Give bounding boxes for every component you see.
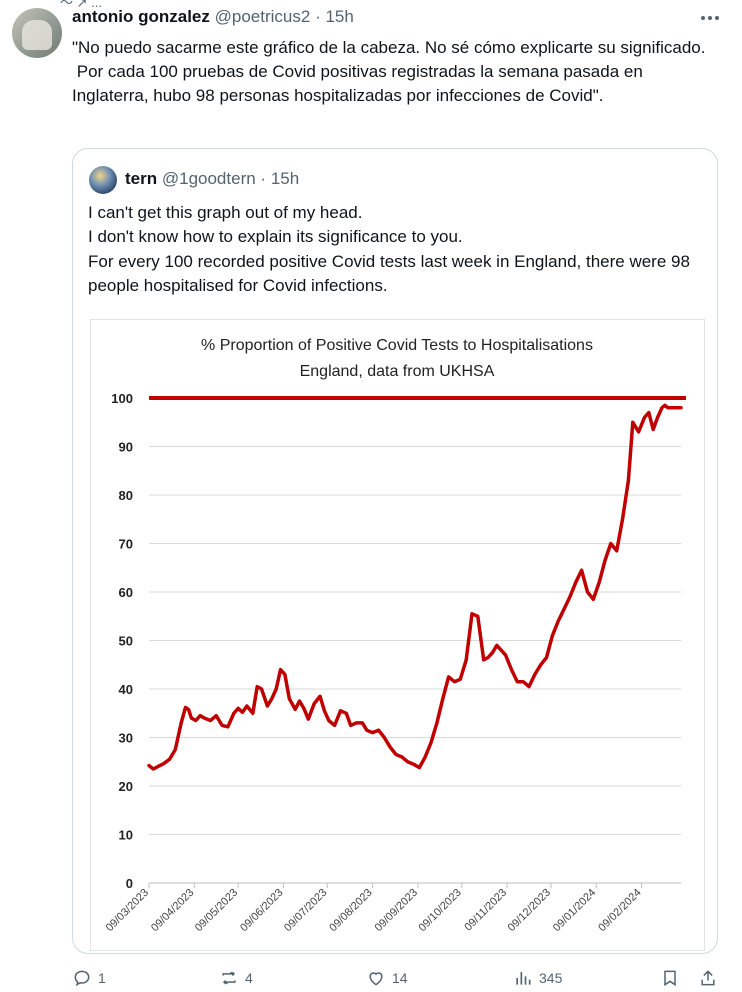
chart-title: % Proportion of Positive Covid Tests to … — [201, 337, 593, 354]
reply-icon — [74, 970, 90, 987]
author-name[interactable]: antonio gonzalez — [72, 7, 210, 26]
x-tick-label: 09/10/2023 — [416, 887, 463, 934]
repost-icon — [222, 971, 236, 985]
y-tick-label: 10 — [119, 828, 133, 843]
x-tick-label: 09/02/2024 — [596, 887, 643, 934]
quoted-author-avatar[interactable] — [89, 166, 117, 194]
post-header: antonio gonzalez @poetricus2 · 15h — [72, 7, 354, 27]
y-tick-label: 70 — [119, 537, 133, 552]
y-tick-label: 30 — [119, 731, 133, 746]
like-count: 14 — [392, 970, 408, 986]
y-tick-label: 90 — [119, 440, 133, 455]
x-tick-label: 09/11/2023 — [462, 887, 509, 934]
post-action-bar: 1 4 14 345 — [0, 968, 742, 992]
bookmark-icon — [664, 970, 676, 987]
repost-button[interactable]: 4 — [219, 968, 253, 988]
x-tick-label: 09/08/2023 — [327, 887, 374, 934]
y-tick-label: 50 — [119, 634, 133, 649]
x-tick-label: 09/01/2024 — [551, 887, 598, 934]
y-tick-label: 60 — [119, 585, 133, 600]
y-tick-label: 20 — [119, 779, 133, 794]
y-tick-label: 0 — [126, 876, 133, 891]
x-tick-label: 09/09/2023 — [373, 887, 420, 934]
post-time[interactable]: 15h — [325, 7, 354, 26]
reply-count: 1 — [98, 970, 106, 986]
proportion-series-line — [147, 403, 683, 771]
x-tick-label: 09/03/2023 — [104, 887, 151, 934]
share-button[interactable] — [698, 968, 718, 988]
bookmark-button[interactable] — [660, 968, 680, 988]
author-handle[interactable]: @poetricus2 — [214, 7, 311, 26]
x-tick-label: 09/06/2023 — [238, 887, 285, 934]
more-options-icon[interactable] — [696, 8, 724, 28]
previous-post-stats-fragment: 〜 ↗ ... — [60, 0, 102, 10]
y-tick-label: 40 — [119, 682, 133, 697]
author-avatar[interactable] — [12, 8, 62, 58]
quoted-post-header: tern @1goodtern · 15h — [125, 169, 299, 189]
views-chart-icon — [516, 972, 531, 985]
views-button[interactable]: 345 — [513, 968, 562, 988]
repost-count: 4 — [245, 970, 253, 986]
dot-separator: · — [315, 7, 321, 26]
y-tick-label: 80 — [119, 488, 133, 503]
quoted-post-card[interactable]: tern @1goodtern · 15h I can't get this g… — [72, 148, 718, 954]
x-tick-label: 09/05/2023 — [193, 887, 240, 934]
dot-separator: · — [260, 169, 267, 188]
share-icon — [701, 970, 715, 986]
heart-icon — [369, 972, 383, 986]
views-count: 345 — [539, 970, 563, 986]
chart-subtitle: England, data from UKHSA — [300, 363, 495, 380]
line-chart: % Proportion of Positive Covid Tests to … — [104, 337, 686, 934]
quoted-author-name[interactable]: tern — [125, 169, 158, 188]
x-tick-label: 09/04/2023 — [149, 887, 196, 934]
x-tick-label: 09/12/2023 — [506, 887, 553, 934]
quoted-post-time[interactable]: 15h — [270, 169, 300, 188]
quoted-post-text: I can't get this graph out of my head. I… — [88, 203, 690, 295]
y-tick-label: 100 — [111, 391, 133, 406]
like-button[interactable]: 14 — [366, 968, 408, 988]
x-tick-label: 09/07/2023 — [282, 887, 329, 934]
quoted-author-handle[interactable]: @1goodtern — [161, 169, 256, 188]
chart-image[interactable]: % Proportion of Positive Covid Tests to … — [90, 319, 705, 951]
reply-button[interactable]: 1 — [72, 968, 106, 988]
post-text: "No puedo sacarme este gráfico de la cab… — [72, 38, 706, 105]
